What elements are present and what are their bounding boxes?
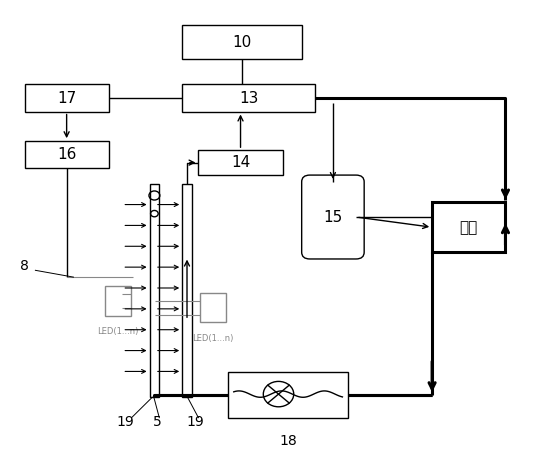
Text: 14: 14 [231, 155, 250, 170]
Bar [182, 84, 315, 112]
Text: 19: 19 [116, 415, 134, 429]
Text: 16: 16 [57, 147, 76, 162]
Text: 5: 5 [153, 415, 162, 429]
Text: 15: 15 [323, 209, 343, 224]
Text: 10: 10 [232, 35, 251, 50]
Bar [25, 141, 109, 168]
Bar [182, 184, 192, 397]
Bar [432, 202, 506, 252]
Text: 17: 17 [57, 90, 76, 106]
Bar [228, 372, 348, 418]
Text: 19: 19 [187, 415, 205, 429]
Bar [198, 150, 283, 175]
Bar [182, 25, 301, 60]
Bar [25, 84, 109, 112]
Text: 18: 18 [279, 434, 297, 448]
Text: 患者: 患者 [460, 220, 478, 235]
FancyBboxPatch shape [301, 175, 364, 259]
Text: LED(1...n): LED(1...n) [97, 327, 139, 336]
Text: LED(1...n): LED(1...n) [192, 334, 233, 343]
Text: 13: 13 [239, 90, 259, 106]
Bar [199, 293, 226, 323]
Bar [149, 184, 159, 397]
Bar [105, 286, 131, 316]
Text: 8: 8 [20, 259, 29, 273]
